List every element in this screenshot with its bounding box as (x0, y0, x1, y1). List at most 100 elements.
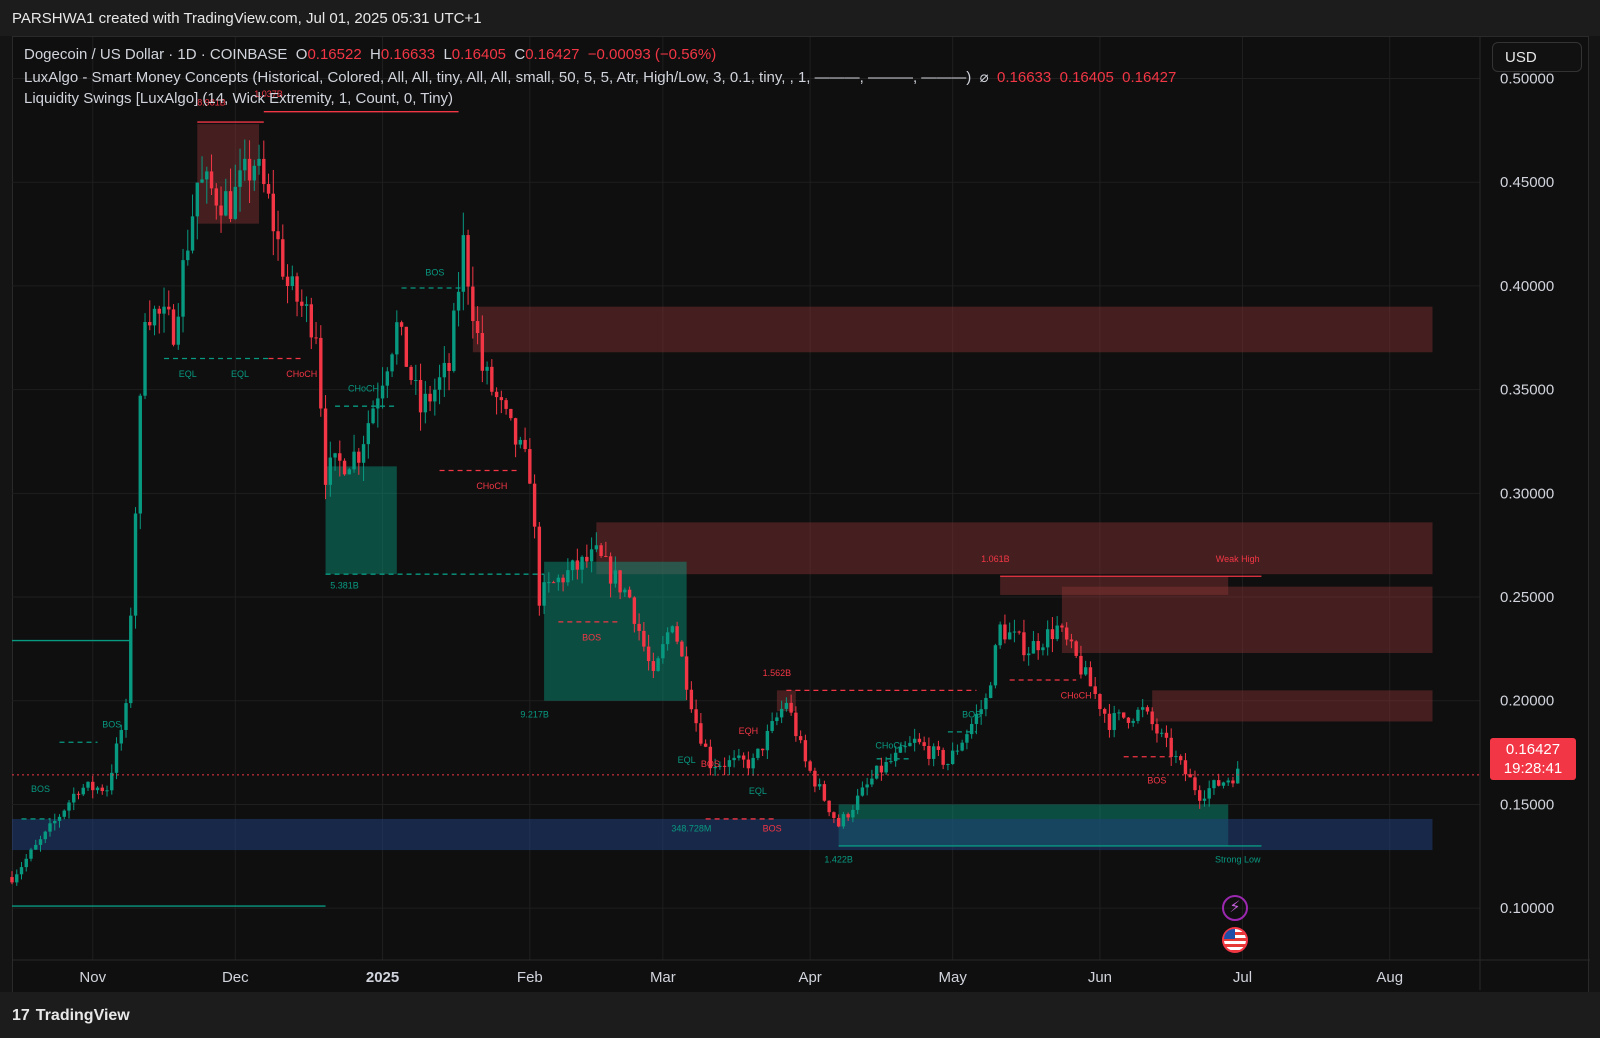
candle-body (827, 800, 831, 813)
x-tick-label: 2025 (366, 969, 399, 986)
candle-body (817, 784, 822, 787)
candle-body (1098, 694, 1102, 710)
candle-body (1202, 798, 1207, 801)
candle-body (604, 555, 608, 557)
candle-body (927, 745, 931, 759)
candle-body (1126, 717, 1131, 723)
legend-high-label: H (370, 46, 381, 63)
tradingview-logo-icon: 17 (12, 1007, 30, 1024)
candle-body (252, 165, 256, 181)
candle-body (124, 703, 128, 731)
supply-zone (1061, 586, 1433, 654)
structure-label: BOS (425, 268, 444, 278)
candle-body (1212, 780, 1216, 789)
candle-body (390, 354, 394, 372)
structure-label: 9.217B (520, 709, 549, 719)
candle-body (1055, 625, 1059, 640)
candle-body (998, 624, 1002, 646)
lightning-event-icon[interactable]: ⚡ (1222, 895, 1248, 921)
candle-body (646, 646, 651, 662)
candle-body (190, 216, 195, 251)
legend-symbol[interactable]: Dogecoin / US Dollar · 1D · COINBASE (24, 46, 288, 63)
candle-body (57, 816, 62, 821)
candle-body (955, 750, 960, 752)
us-flag-event-icon[interactable] (1222, 927, 1248, 953)
candle-body (214, 188, 218, 206)
candle-body (1074, 641, 1078, 656)
candle-body (442, 362, 447, 378)
candle-body (561, 577, 565, 583)
candle-body (979, 709, 983, 715)
candle-body (580, 556, 584, 570)
tradingview-logo-text: TradingView (35, 1007, 130, 1024)
candle-body (1183, 760, 1188, 775)
candle-body (34, 844, 38, 850)
structure-label: BOS (582, 633, 601, 643)
candle-body (656, 658, 660, 671)
candle-body (860, 787, 865, 796)
candle-body (1007, 632, 1012, 640)
candle-body (333, 453, 337, 458)
candle-body (266, 184, 271, 194)
currency-button[interactable]: USD (1492, 42, 1582, 72)
candle-body (347, 469, 352, 475)
candle-body (247, 158, 252, 181)
y-tick-label: 0.25000 (1500, 589, 1554, 606)
candle-body (770, 721, 774, 731)
y-tick-label: 0.45000 (1500, 174, 1554, 191)
legend-open-label: O (295, 46, 308, 63)
candle-body (642, 630, 646, 647)
legend-indicator-1[interactable]: LuxAlgo - Smart Money Concepts (Historic… (24, 68, 1176, 86)
candle-body (1140, 707, 1145, 710)
candle-body (665, 632, 670, 645)
candle-body (281, 239, 285, 277)
legend-symbol-row: Dogecoin / US Dollar · 1D · COINBASE O0.… (24, 46, 716, 63)
demand-zone (325, 466, 397, 575)
candle-body (295, 276, 299, 302)
candle-body (67, 802, 71, 811)
candle-body (1198, 790, 1202, 801)
legend-indicator-2[interactable]: Liquidity Swings [LuxAlgo] (14, Wick Ext… (24, 90, 453, 107)
candle-body (466, 235, 470, 287)
candle-body (846, 814, 850, 818)
candle-body (29, 849, 33, 859)
candle-body (599, 545, 603, 556)
candle-body (523, 439, 527, 450)
candle-body (922, 742, 926, 746)
candle-body (395, 322, 399, 355)
candle-body (969, 723, 974, 735)
candle-body (19, 867, 24, 875)
candle-body (1217, 780, 1221, 786)
candle-body (452, 310, 456, 371)
candle-body (1188, 774, 1192, 778)
candle-body (1102, 709, 1107, 714)
candle-body (10, 877, 14, 883)
candle-body (841, 814, 846, 827)
candle-body (760, 748, 765, 751)
candle-body (870, 778, 874, 785)
supply-zone (596, 522, 1433, 575)
candle-body (461, 235, 466, 292)
candle-body (608, 556, 613, 584)
candle-body (385, 371, 390, 386)
candle-body (1093, 686, 1097, 695)
candle-body (518, 439, 523, 445)
candle-body (1145, 707, 1150, 712)
candle-body (276, 231, 280, 240)
candle-body (1221, 782, 1226, 786)
candle-body (1193, 777, 1197, 791)
structure-label: Strong Low (1215, 855, 1261, 865)
candle-body (338, 453, 342, 461)
liquidity-zone (12, 818, 1433, 851)
bottom-bar (0, 992, 1600, 1038)
x-tick-label: Jul (1233, 969, 1252, 986)
x-tick-label: Jun (1088, 969, 1112, 986)
candle-body (205, 171, 209, 180)
tradingview-logo[interactable]: 17 TradingView (12, 1007, 130, 1025)
candle-body (699, 723, 703, 744)
candle-body (81, 787, 85, 795)
candle-body (490, 366, 494, 392)
candle-body (1079, 655, 1083, 675)
supply-zone (472, 306, 1433, 353)
